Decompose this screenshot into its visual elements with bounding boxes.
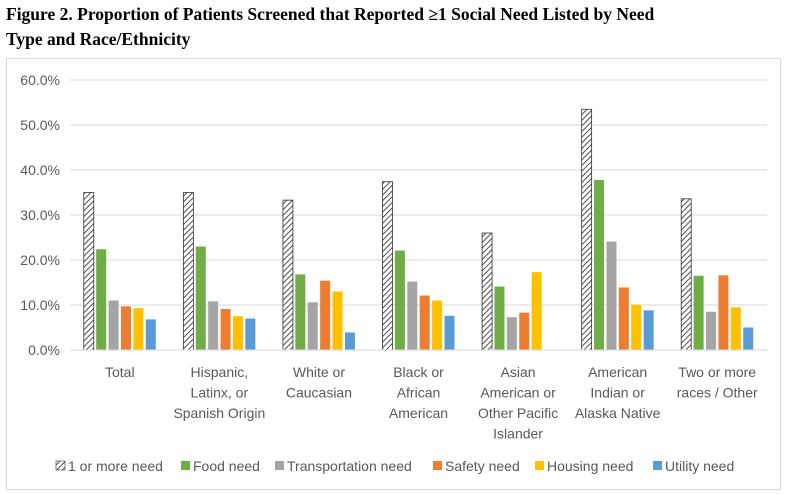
bar [730,307,741,350]
bar [581,108,593,351]
bar [394,250,405,350]
bar [145,319,156,350]
bar [344,332,355,350]
bar [307,302,318,350]
bar [108,300,119,350]
gridlines [70,79,767,351]
legend-swatch [275,461,284,470]
bar [618,287,629,350]
y-tick-label: 0.0% [28,342,60,358]
bar [481,232,493,351]
legend-label: Housing need [547,458,633,474]
bar [195,246,206,350]
x-category-label: Total [105,364,135,380]
y-tick-label: 60.0% [20,72,60,88]
x-category-label: Hispanic, Latinx, or Spanish Origin [173,364,265,421]
bar [743,327,754,350]
bar [245,318,256,350]
bar [718,275,729,350]
legend-swatch [181,461,190,470]
legend-label: Safety need [445,458,520,474]
bar [419,295,430,350]
bar [519,312,530,350]
bar [506,317,517,350]
bar [83,192,95,351]
bar [295,274,306,350]
y-tick-label: 50.0% [20,117,60,133]
bar [693,275,704,350]
bar [133,308,144,350]
bar [631,304,642,350]
figure-title-line-2: Type and Race/Ethnicity [6,29,191,49]
bar [407,281,418,350]
bar [220,309,231,350]
legend-label: Transportation need [287,458,412,474]
figure-title-line-1: Figure 2. Proportion of Patients Screene… [6,4,655,24]
bar [320,280,331,350]
x-category-label: Asian American or Other Pacific Islander [478,364,558,442]
bar [531,272,542,350]
legend-swatch [535,461,544,470]
legend-label: 1 or more need [68,458,163,474]
legend: 1 or more need Food need Transportation ne… [55,458,734,474]
bar [182,192,194,351]
y-tick-label: 40.0% [20,162,60,178]
figure-title: Figure 2. Proportion of Patients Screene… [6,2,781,52]
bar [706,311,717,350]
y-axis: 0.0% 10.0% 20.0% 30.0% 40.0% 50.0% 60.0% [20,72,60,358]
bar [606,241,617,350]
bar [232,316,243,350]
x-category-label: Two or more races / Other [677,364,758,401]
bar [432,300,443,350]
bar [120,306,131,350]
y-tick-label: 30.0% [20,207,60,223]
bar [594,179,605,350]
y-tick-label: 20.0% [20,252,60,268]
x-category-label: American Indian or Alaska Native [575,364,661,421]
legend-swatch [55,460,66,471]
bar [282,199,294,351]
bar [680,198,692,351]
bar [332,291,343,350]
bar [643,310,654,350]
legend-label: Food need [193,458,260,474]
bar [494,286,505,350]
legend-label: Utility need [665,458,734,474]
bar [96,249,107,350]
bar [444,315,455,350]
x-category-label: Black or African American [389,364,448,421]
bars [83,108,754,351]
legend-swatch [433,461,442,470]
y-tick-label: 10.0% [20,297,60,313]
legend-swatch [653,461,662,470]
chart-frame [6,58,781,490]
x-axis: Total Hispanic, Latinx, or Spanish Origin Wh… [70,349,767,442]
bar [382,181,393,351]
bar [208,301,219,350]
x-category-label: White or Caucasian [286,364,352,401]
